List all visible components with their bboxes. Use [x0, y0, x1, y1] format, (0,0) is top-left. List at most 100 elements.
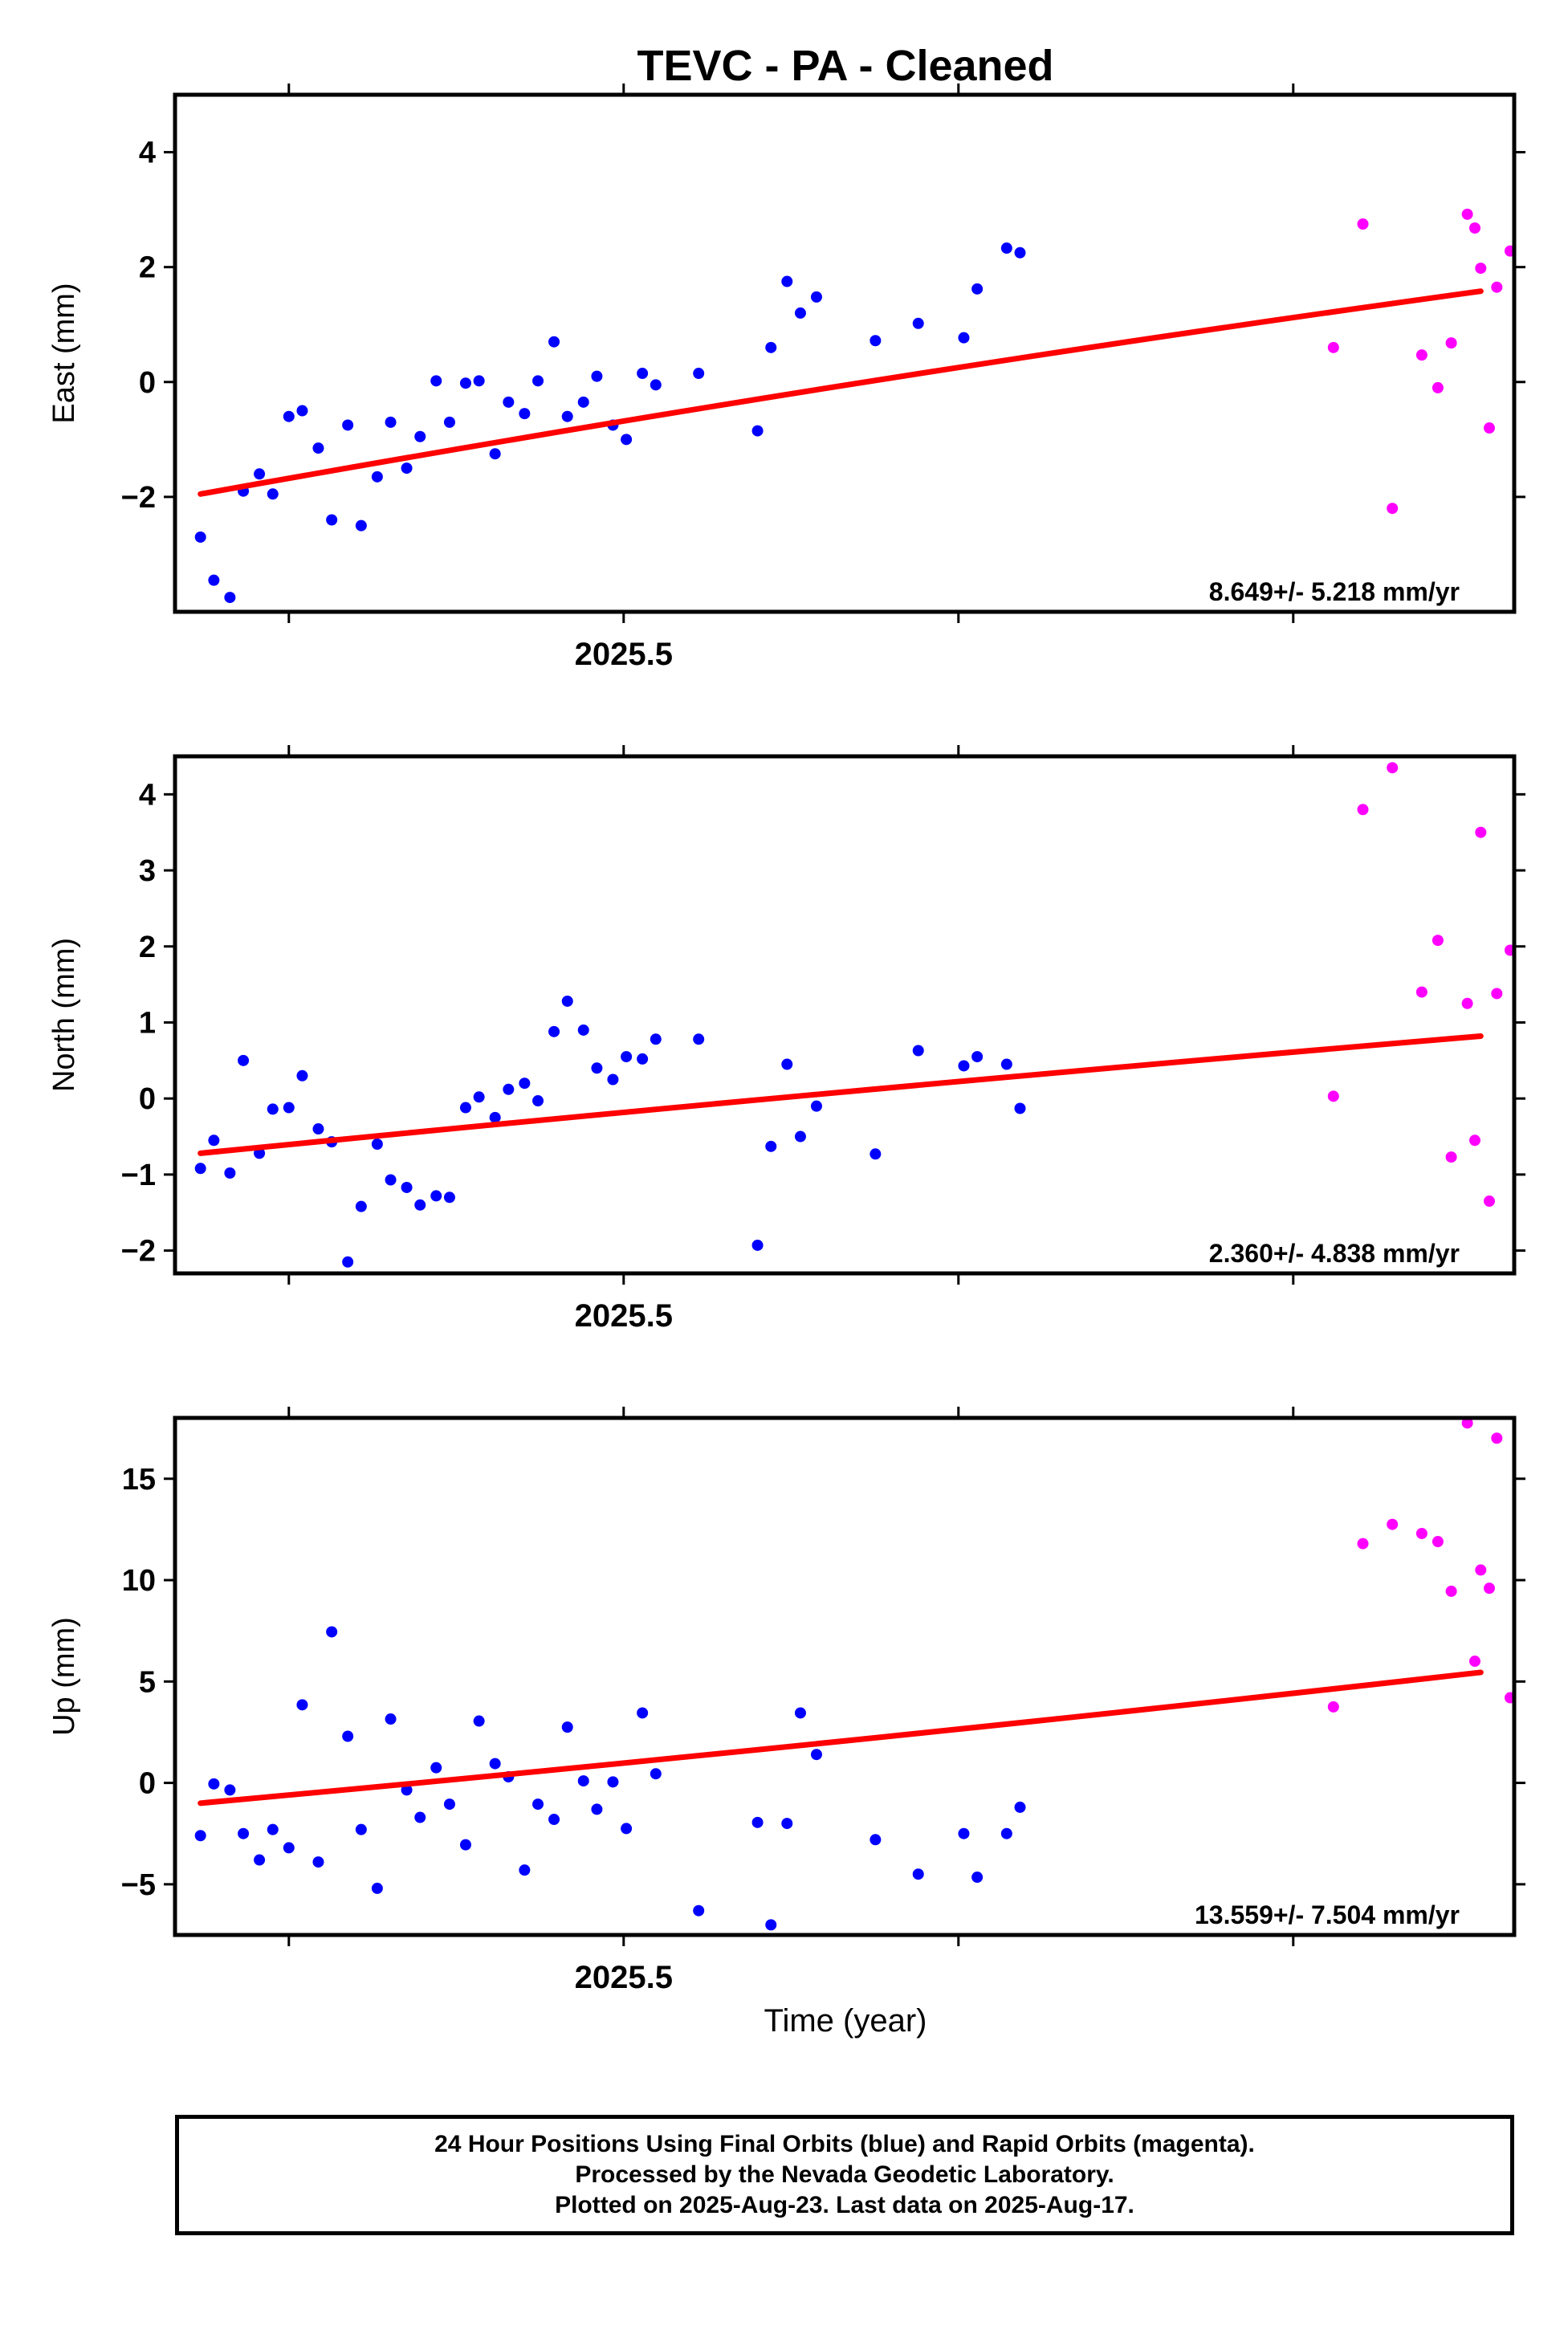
- east-point-rapid: [1484, 422, 1495, 434]
- north-point-rapid: [1484, 1196, 1495, 1208]
- up-point-rapid: [1387, 1518, 1399, 1530]
- north-point-final: [473, 1091, 485, 1103]
- north-ytick-label: 2: [139, 931, 156, 964]
- north-point-rapid: [1415, 986, 1427, 998]
- up-marks: [194, 1418, 1546, 1931]
- up-frame: [173, 1416, 1517, 1937]
- up-point-final: [267, 1823, 279, 1835]
- up-point-final: [591, 1803, 603, 1815]
- east-point-final: [765, 341, 777, 353]
- east-point-final: [489, 448, 501, 460]
- north-point-final: [238, 1054, 250, 1066]
- up-ytick-label: −5: [121, 1868, 156, 1902]
- north-point-final: [1014, 1102, 1026, 1114]
- north-point-final: [355, 1200, 367, 1212]
- up-point-final: [1000, 1827, 1012, 1839]
- east-point-final: [224, 592, 236, 604]
- east-point-final: [561, 410, 573, 422]
- up-point-final: [326, 1626, 338, 1638]
- east-point-rapid: [1445, 337, 1457, 349]
- north-point-final: [591, 1062, 603, 1074]
- north-point-final: [312, 1123, 324, 1135]
- east-point-final: [548, 336, 560, 348]
- east-point-rapid: [1475, 263, 1487, 275]
- east-ytick-label: 2: [139, 251, 156, 285]
- north-point-final: [385, 1174, 397, 1186]
- caption-line-2: Processed by the Nevada Geodetic Laborat…: [575, 2161, 1114, 2188]
- up-point-final: [971, 1872, 984, 1884]
- up-point-final: [296, 1699, 308, 1711]
- up-point-rapid: [1327, 1701, 1339, 1713]
- north-point-final: [283, 1102, 295, 1114]
- east-point-final: [503, 396, 515, 408]
- north-point-rapid: [1475, 826, 1487, 838]
- up-point-final: [781, 1818, 793, 1830]
- east-point-rapid: [1461, 208, 1473, 220]
- up-point-final: [224, 1784, 236, 1796]
- east-ytick-label: 4: [139, 136, 156, 170]
- north-point-rapid: [1461, 997, 1473, 1009]
- up-point-final: [208, 1778, 220, 1790]
- east-ytick-label: 0: [139, 366, 156, 400]
- north-point-rapid: [1327, 1090, 1339, 1102]
- east-point-rapid: [1491, 281, 1503, 293]
- east-point-final: [208, 574, 220, 586]
- north-point-final: [519, 1077, 531, 1090]
- east-point-final: [532, 375, 544, 387]
- north-point-final: [637, 1053, 649, 1065]
- east-point-final: [810, 291, 822, 303]
- east-point-final: [414, 430, 426, 442]
- north-point-final: [208, 1134, 220, 1147]
- up-point-final: [532, 1798, 544, 1811]
- north-point-rapid: [1534, 1150, 1546, 1161]
- north-point-final: [765, 1140, 777, 1152]
- up-ylabel: Up (mm): [47, 1617, 81, 1736]
- east-point-final: [912, 317, 924, 329]
- up-point-final: [650, 1768, 662, 1780]
- up-point-rapid: [1534, 1578, 1546, 1590]
- up-point-final: [238, 1827, 250, 1839]
- up-point-final: [751, 1816, 764, 1828]
- north-point-final: [267, 1103, 279, 1115]
- up-point-rapid: [1415, 1527, 1427, 1539]
- east-point-rapid: [1469, 222, 1480, 234]
- east-point-final: [342, 419, 354, 431]
- up-point-rapid: [1445, 1585, 1457, 1597]
- east-point-rapid: [1432, 381, 1444, 393]
- north-point-final: [414, 1199, 426, 1211]
- up-point-final: [443, 1798, 455, 1811]
- up-point-rapid: [1491, 1432, 1503, 1444]
- up-ytick-label: 5: [139, 1665, 156, 1699]
- north-point-rapid: [1469, 1134, 1480, 1147]
- up-point-final: [371, 1882, 383, 1894]
- north-point-rapid: [1521, 1136, 1532, 1147]
- north-point-final: [577, 1024, 589, 1036]
- east-point-final: [459, 377, 471, 389]
- up-point-final: [385, 1713, 397, 1725]
- up-point-final: [519, 1864, 531, 1876]
- east-point-final: [751, 425, 764, 437]
- up-point-final: [414, 1811, 426, 1823]
- north-point-final: [870, 1148, 882, 1160]
- caption-line-3: Plotted on 2025-Aug-23. Last data on 202…: [555, 2192, 1134, 2218]
- north-point-final: [693, 1033, 705, 1045]
- east-point-final: [443, 416, 455, 428]
- north-point-final: [503, 1083, 515, 1095]
- chart-title: TEVC - PA - Cleaned: [637, 42, 1053, 90]
- north-point-final: [607, 1073, 619, 1086]
- up-point-rapid: [1475, 1564, 1487, 1576]
- north-point-rapid: [1387, 762, 1399, 774]
- east-point-final: [577, 396, 589, 408]
- north-point-final: [430, 1190, 442, 1202]
- north-rate-label: 2.360+/- 4.838 mm/yr: [1209, 1239, 1460, 1268]
- east-xtick-label: 2025.5: [575, 637, 673, 672]
- north-point-final: [532, 1095, 544, 1107]
- up-point-final: [312, 1856, 324, 1868]
- north-point-final: [751, 1239, 764, 1251]
- east-point-final: [519, 408, 531, 420]
- up-rate-label: 13.559+/- 7.504 mm/yr: [1195, 1900, 1460, 1929]
- north-xtick-label: 2025.5: [575, 1298, 673, 1334]
- up-point-rapid: [1461, 1418, 1473, 1429]
- up-ytick-label: 0: [139, 1767, 156, 1801]
- north-point-rapid: [1491, 988, 1503, 1000]
